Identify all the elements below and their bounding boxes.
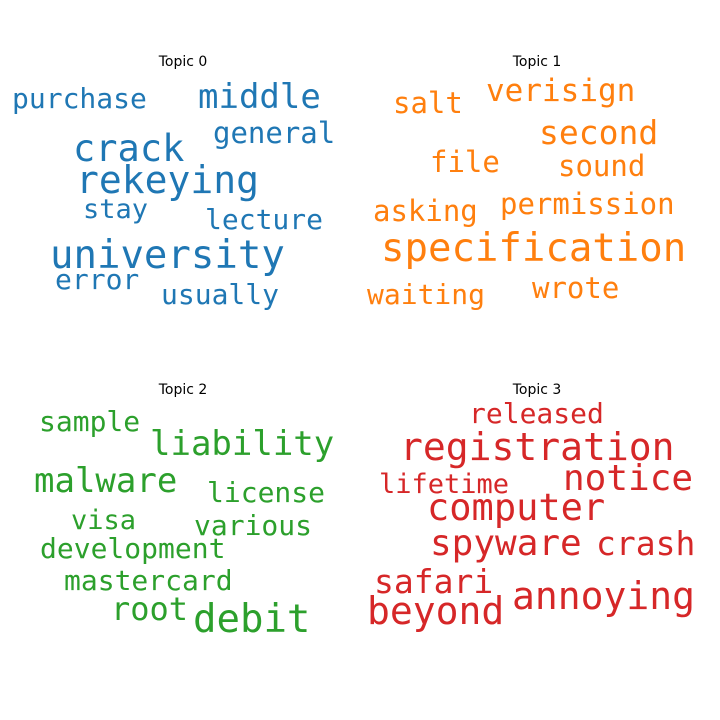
word-purchase: purchase <box>12 82 147 115</box>
word-salt: salt <box>393 86 463 120</box>
word-middle: middle <box>198 77 321 117</box>
word-liability: liability <box>150 424 334 464</box>
word-license: license <box>207 476 325 509</box>
word-permission: permission <box>500 187 675 221</box>
word-second: second <box>539 113 658 152</box>
word-annoying: annoying <box>512 574 695 618</box>
word-wrote: wrote <box>532 271 619 305</box>
word-development: development <box>40 532 225 565</box>
word-lifetime: lifetime <box>379 469 509 500</box>
word-debit: debit <box>193 597 310 642</box>
word-lecture: lecture <box>205 203 323 236</box>
word-crash: crash <box>596 524 695 563</box>
word-rekeying: rekeying <box>76 158 259 202</box>
word-usually: usually <box>161 278 279 311</box>
panel-title-topic-3: Topic 3 <box>512 382 562 398</box>
word-malware: malware <box>34 461 177 501</box>
word-visa: visa <box>71 505 136 536</box>
word-file: file <box>430 145 500 179</box>
word-computer: computer <box>427 486 605 529</box>
word-asking: asking <box>373 194 478 228</box>
word-crack: crack <box>73 127 184 170</box>
panel-title-topic-1: Topic 1 <box>512 54 562 70</box>
word-various: various <box>194 509 312 542</box>
word-sound: sound <box>558 149 645 183</box>
word-spyware: spyware <box>430 523 582 564</box>
word-mastercard: mastercard <box>64 564 233 597</box>
word-university: university <box>50 233 285 278</box>
word-sample: sample <box>39 405 140 438</box>
word-verisign: verisign <box>486 73 635 109</box>
word-specification: specification <box>381 226 686 271</box>
word-released: released <box>469 397 604 430</box>
word-general: general <box>213 116 335 150</box>
word-beyond: beyond <box>367 589 504 633</box>
panel-title-topic-0: Topic 0 <box>158 54 208 70</box>
word-registration: registration <box>400 425 675 469</box>
word-stay: stay <box>83 194 148 225</box>
word-root: root <box>111 590 188 628</box>
word-error: error <box>55 263 139 296</box>
word-notice: notice <box>563 458 693 499</box>
word-waiting: waiting <box>367 278 485 311</box>
word-safari: safari <box>374 562 493 601</box>
topic-panel-1: Topic 1 specification second verisign permi… <box>367 54 686 311</box>
wordcloud-topic-1: specification second verisign permission sou… <box>367 73 686 311</box>
panel-title-topic-2: Topic 2 <box>158 382 208 398</box>
